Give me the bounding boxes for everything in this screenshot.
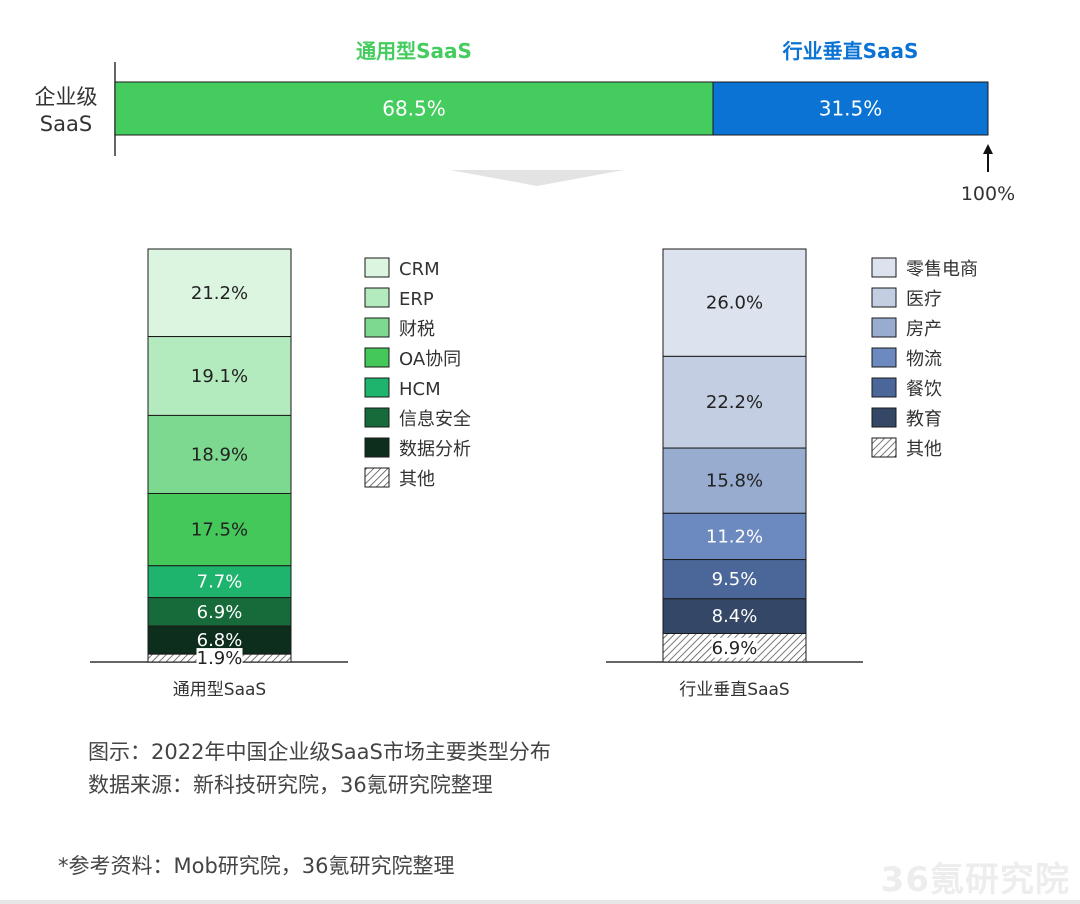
- legend-label: 零售电商: [906, 259, 978, 280]
- x-axis-label: 通用型SaaS: [173, 680, 266, 700]
- data-label: 31.5%: [819, 97, 883, 121]
- bar-segment: [662, 355, 807, 449]
- label-backdrop: [196, 648, 243, 669]
- legend-swatch: [364, 467, 390, 488]
- x-axis-label: 行业垂直SaaS: [679, 680, 789, 700]
- legend-label: 医疗: [906, 289, 942, 310]
- legend-swatch: [364, 407, 390, 428]
- data-label: 7.7%: [197, 572, 243, 593]
- bar-segment: [147, 248, 292, 338]
- legend-label: ERP: [399, 289, 434, 310]
- bar-segment: [147, 492, 292, 567]
- legend-swatch: [364, 347, 390, 368]
- legend-label: 物流: [906, 349, 942, 370]
- bottom-divider: [0, 900, 1080, 904]
- data-label: 11.2%: [706, 526, 763, 547]
- data-label: 1.9%: [197, 648, 243, 669]
- legend-label: HCM: [399, 379, 441, 400]
- data-label: 6.9%: [712, 638, 758, 659]
- legend-label: 餐饮: [906, 379, 942, 400]
- legend-swatch: [871, 437, 897, 458]
- data-label: 21.2%: [191, 283, 248, 304]
- total-label: 100%: [961, 183, 1015, 205]
- legend-swatch: [871, 347, 897, 368]
- bar-segment: [662, 248, 807, 357]
- bar-segment: [662, 559, 807, 600]
- figure-caption: 图示：2022年中国企业级SaaS市场主要类型分布: [88, 740, 551, 764]
- data-label: 18.9%: [191, 444, 248, 465]
- data-label: 15.8%: [706, 471, 763, 492]
- legend-label: 其他: [399, 469, 435, 490]
- category-label: 企业级: [35, 85, 98, 109]
- legend-swatch: [871, 257, 897, 278]
- data-label: 6.8%: [197, 630, 243, 651]
- data-label: 17.5%: [191, 520, 248, 541]
- legend-swatch: [871, 317, 897, 338]
- bar-segment: [147, 414, 292, 494]
- data-label: 19.1%: [191, 366, 248, 387]
- watermark-logo: 36氪研究院: [880, 860, 1070, 900]
- data-label: 26.0%: [706, 293, 763, 314]
- bar-segment: [712, 81, 989, 136]
- data-label: 9.5%: [712, 569, 758, 590]
- bar-segment: [662, 512, 807, 561]
- legend-label: 教育: [906, 409, 942, 430]
- bar-segment: [147, 336, 292, 416]
- bar-segment: [114, 81, 714, 136]
- legend-swatch: [871, 287, 897, 308]
- legend-label: OA协同: [399, 349, 461, 370]
- legend-label: 财税: [399, 319, 435, 340]
- legend-swatch: [364, 257, 390, 278]
- bar-segment: [662, 447, 807, 514]
- data-label: 6.9%: [197, 602, 243, 623]
- legend-label: CRM: [399, 259, 440, 280]
- segment-title: 通用型SaaS: [356, 39, 472, 63]
- bar-segment: [147, 565, 292, 599]
- legend-swatch: [871, 377, 897, 398]
- legend-swatch: [871, 407, 897, 428]
- legend-label: 房产: [906, 319, 942, 340]
- legend-label: 其他: [906, 439, 942, 460]
- label-backdrop: [711, 637, 758, 658]
- legend-label: 数据分析: [399, 439, 471, 460]
- legend-swatch: [364, 377, 390, 398]
- arrow-head: [983, 144, 993, 154]
- data-source: 数据来源：新科技研究院，36氪研究院整理: [88, 773, 493, 797]
- data-label: 8.4%: [712, 606, 758, 627]
- bar-segment: [147, 597, 292, 627]
- segment-title: 行业垂直SaaS: [782, 39, 919, 63]
- legend-label: 信息安全: [399, 409, 471, 430]
- category-label: SaaS: [40, 112, 92, 136]
- reference-note: *参考资料：Mob研究院，36氪研究院整理: [58, 854, 455, 878]
- legend-swatch: [364, 317, 390, 338]
- data-label: 68.5%: [382, 97, 446, 121]
- legend-swatch: [364, 437, 390, 458]
- data-label: 22.2%: [706, 392, 763, 413]
- legend-swatch: [364, 287, 390, 308]
- down-indicator: [450, 170, 624, 186]
